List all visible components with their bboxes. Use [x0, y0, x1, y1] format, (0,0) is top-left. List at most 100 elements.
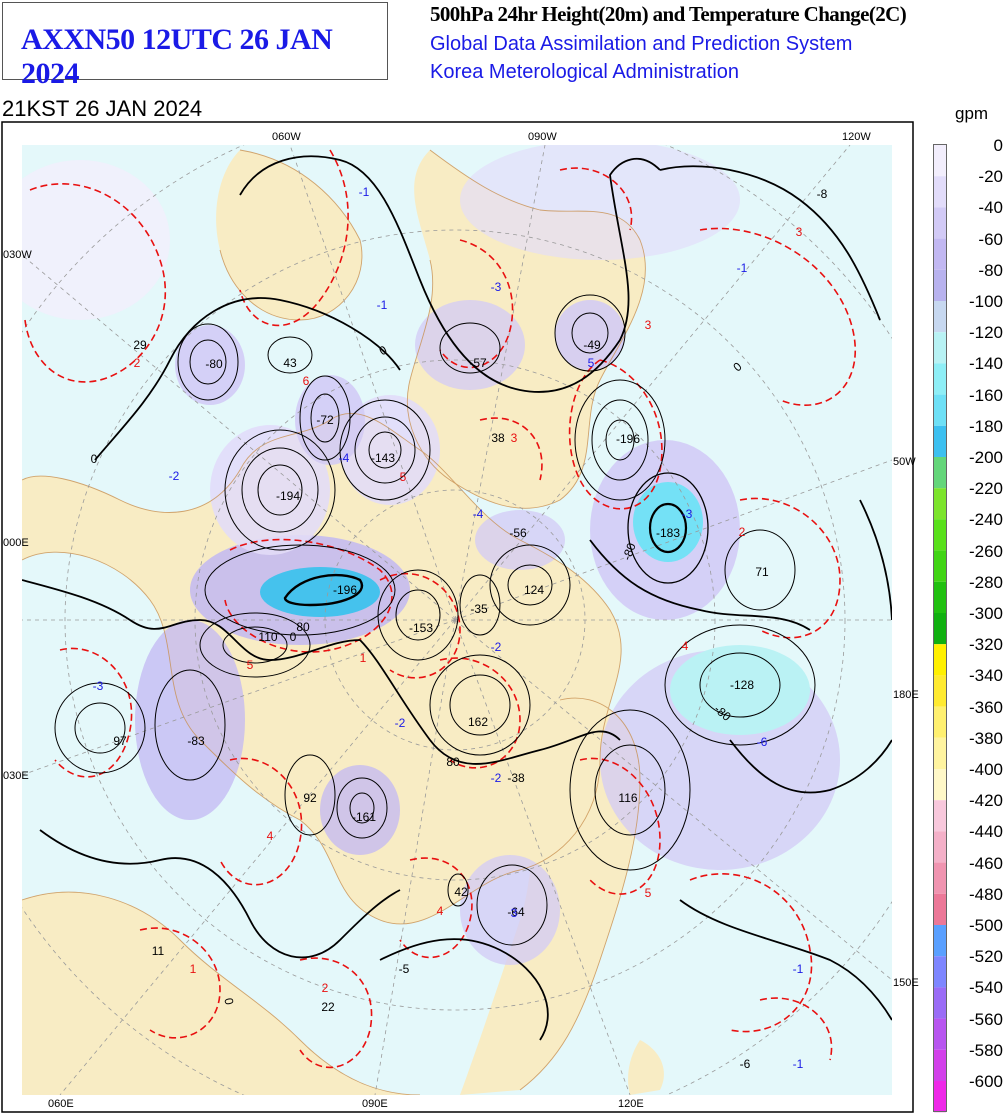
colorbar-swatch	[934, 675, 946, 707]
temp-value: -3	[491, 280, 502, 294]
colorbar-label: -480	[968, 884, 1003, 904]
temp-value: -1	[793, 962, 804, 976]
colorbar-swatch	[934, 238, 946, 270]
colorbar-label: -120	[968, 323, 1003, 343]
valid-time: 21KST 26 JAN 2024	[2, 96, 203, 121]
height-value: 92	[303, 791, 317, 805]
colorbar-label: -140	[968, 354, 1003, 374]
temp-value: -1	[377, 298, 388, 312]
lon-label-right-3: 150E	[893, 977, 919, 989]
temp-value: -2	[491, 640, 502, 654]
height-value: -49	[583, 338, 601, 352]
temp-value: -2	[491, 771, 502, 785]
colorbar-label: 0	[993, 136, 1003, 155]
height-value: 124	[524, 583, 544, 597]
height-value: 11	[152, 944, 165, 958]
height-value: 0	[91, 452, 98, 466]
land-asia-south	[22, 892, 420, 1095]
temp-value: -1	[737, 261, 748, 275]
lon-label-bottom-3: 120E	[618, 1098, 644, 1110]
height-value: 0	[221, 997, 236, 1006]
temp-value: 1	[190, 962, 197, 976]
colorbar-label: -300	[968, 604, 1003, 623]
colorbar-swatch	[934, 987, 946, 1019]
colorbar-label: -260	[968, 541, 1003, 561]
temp-value: 5	[400, 470, 407, 484]
height-value: 162	[468, 715, 488, 729]
colorbar-label: -220	[968, 479, 1003, 499]
height-value: -72	[316, 413, 334, 427]
land-greenland	[216, 150, 362, 320]
temp-value: -1	[793, 1057, 804, 1071]
height-value: 42	[454, 885, 468, 899]
temp-value: 2	[322, 981, 329, 995]
colorbar-label: -600	[968, 1072, 1003, 1091]
temp-value: -3	[93, 679, 104, 693]
height-value: 110	[258, 630, 277, 644]
height-value: -64	[507, 905, 525, 919]
height-value-labels: 29 -80 43 -72 -143 -57 -49 38 -196 -194 …	[91, 187, 828, 1071]
temp-value: -2	[395, 716, 406, 730]
temp-value: 4	[682, 639, 689, 653]
colorbar-swatch	[934, 269, 946, 301]
lon-label-top-2: 090W	[528, 131, 557, 143]
lon-label-left-2: 000E	[3, 537, 29, 549]
system-name: Global Data Assimilation and Prediction …	[430, 33, 853, 55]
height-value: 116	[618, 791, 637, 805]
lon-label-top-3: 120W	[842, 131, 871, 143]
colorbar-unit: gpm	[955, 104, 989, 123]
height-value: 80	[296, 620, 310, 634]
longitude-labels: 060W 090W 120W 060E 090E 120E 030W 000E …	[3, 131, 919, 1110]
temp-value: 4	[437, 904, 444, 918]
colorbar-swatch	[934, 925, 946, 957]
temp-value: 5	[645, 886, 652, 900]
height-value: -196	[333, 583, 357, 597]
temp-value: 4	[267, 829, 274, 843]
colorbar-label: -540	[968, 978, 1003, 998]
height-value: -38	[507, 771, 525, 785]
colorbar-swatch	[934, 800, 946, 832]
height-value: -143	[371, 451, 395, 465]
colorbar-swatch	[934, 644, 946, 676]
colorbar-label: -60	[978, 229, 1003, 249]
colorbar-label: -180	[968, 416, 1003, 436]
height-change-shading	[22, 145, 840, 965]
colorbar	[933, 144, 947, 1113]
temp-value: -3	[682, 507, 693, 521]
colorbar-swatch	[934, 1081, 946, 1113]
product-title-box: AXXN50 12UTC 26 JAN 2024	[2, 2, 388, 90]
colorbar-swatch	[934, 1049, 946, 1081]
colorbar-label: -160	[968, 385, 1003, 405]
height-value: -57	[469, 356, 487, 370]
colorbar-swatch	[934, 207, 946, 239]
lon-label-right-2: 180E	[893, 689, 919, 701]
colorbar-swatch	[934, 550, 946, 582]
colorbar-label: -360	[968, 697, 1003, 717]
colorbar-label: -460	[968, 853, 1003, 873]
colorbar-swatch	[934, 301, 946, 333]
height-value: 43	[283, 356, 297, 370]
lon-label-left-3: 030E	[3, 770, 29, 782]
height-contours	[22, 155, 892, 1041]
land-eurasia	[22, 413, 622, 925]
colorbar-label: -560	[968, 1009, 1003, 1029]
temp-value: 3	[645, 318, 652, 332]
colorbar-swatch	[934, 737, 946, 769]
colorbar-label: -100	[968, 292, 1003, 311]
lon-label-right-1: 50W	[893, 456, 916, 468]
height-value: -35	[470, 602, 488, 616]
height-value: -6	[740, 1057, 751, 1071]
height-value: 80	[446, 755, 460, 769]
colorbar-label: -20	[978, 167, 1003, 187]
colorbar-swatch	[934, 769, 946, 801]
temp-value: 2	[134, 356, 141, 370]
height-value: -83	[187, 734, 205, 748]
agency-name: Korea Meterological Administration	[430, 61, 740, 83]
colorbar-label: -320	[968, 635, 1003, 655]
height-value: -8	[817, 187, 828, 201]
height-value: 97	[113, 734, 127, 748]
colorbar-label: -440	[968, 822, 1003, 842]
height-value: 22	[321, 1000, 335, 1014]
lon-label-left-1: 030W	[3, 249, 32, 261]
